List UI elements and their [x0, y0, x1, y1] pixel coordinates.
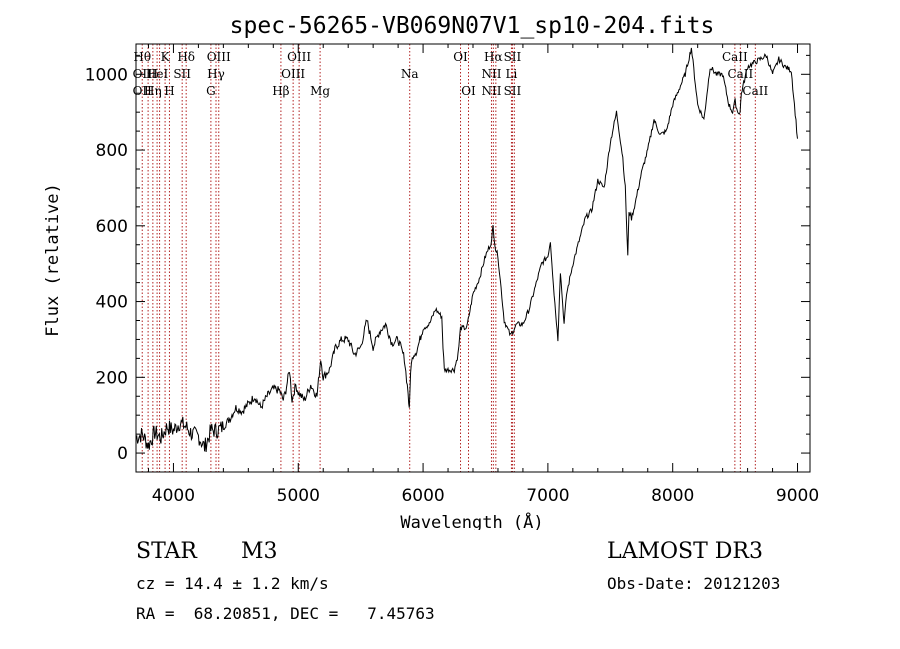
y-tick-label: 0	[117, 444, 128, 464]
x-tick-label: 5000	[277, 486, 320, 506]
redshift-cz: cz = 14.4 ± 1.2 km/s	[136, 574, 329, 593]
object-class: STAR	[136, 539, 197, 564]
emission-line-labels: HθOIIOIIHHηHeIKHSIIHδGHγOIIIHβOIIIOIIIMg…	[133, 50, 769, 98]
emission-line-label: NII	[481, 84, 501, 98]
x-tick-label: 6000	[401, 486, 444, 506]
emission-line-label: CaII	[727, 67, 753, 81]
emission-line-label: Hβ	[272, 84, 289, 98]
chart-title: spec-56265-VB069N07V1_sp10-204.fits	[230, 13, 715, 39]
x-tick-label: 8000	[651, 486, 694, 506]
emission-line-label: Hα	[484, 50, 503, 64]
emission-line-label: Hγ	[207, 67, 225, 81]
emission-line-label: Hδ	[177, 50, 195, 64]
emission-line-label: Na	[401, 67, 419, 81]
emission-line-label: OIII	[281, 67, 305, 81]
emission-line-label: OII	[133, 84, 153, 98]
emission-line-label: NII	[481, 67, 501, 81]
y-tick-label: 1000	[85, 65, 128, 85]
emission-line-label: HeI	[146, 67, 169, 81]
spectrum-chart: spec-56265-VB069N07V1_sp10-204.fits Hθ OI…	[43, 13, 819, 530]
emission-line-label: Mg	[310, 84, 330, 98]
emission-lines	[141, 44, 756, 472]
y-axis-ticks: 0 200 400 600 800 1000	[85, 54, 810, 464]
x-tick-label: 7000	[526, 486, 569, 506]
emission-line-label: SII	[173, 67, 191, 81]
emission-line-label: OI	[461, 84, 476, 98]
plot-frame	[135, 43, 811, 473]
emission-line-label: H	[148, 67, 158, 81]
emission-line-label: SII	[504, 84, 522, 98]
object-subclass: M3	[241, 539, 278, 564]
emission-line-label: SII	[504, 50, 522, 64]
emission-line-label: OIII	[207, 50, 231, 64]
emission-line-label: K	[161, 50, 171, 64]
survey-name: LAMOST DR3	[607, 539, 763, 564]
y-axis-label: Flux (relative)	[43, 183, 63, 337]
x-axis-ticks: 4000 5000 6000 7000 8000 9000	[147, 44, 819, 506]
emission-line-label: Hθ	[133, 50, 151, 64]
emission-line-label: Li	[506, 67, 518, 81]
obs-date: Obs-Date: 20121203	[607, 574, 781, 593]
ra-dec: RA = 68.20851, DEC = 7.45763	[136, 604, 435, 623]
y-tick-label: 200	[96, 368, 128, 388]
emission-line-label: CaII	[742, 84, 768, 98]
x-axis-label: Wavelength (Å)	[400, 511, 543, 530]
emission-line-label: OIII	[287, 50, 311, 64]
emission-line-label: Hη	[144, 84, 162, 98]
x-tick-label: 4000	[152, 486, 195, 506]
x-tick-label: 9000	[776, 486, 819, 506]
emission-line-label: CaII	[722, 50, 748, 64]
y-tick-label: 600	[96, 217, 128, 237]
emission-line-label: H	[164, 84, 174, 98]
y-tick-label: 400	[96, 293, 128, 313]
spectrum-line	[135, 47, 798, 453]
emission-line-label: OI	[453, 50, 468, 64]
emission-line-label: G	[206, 84, 216, 98]
y-tick-label: 800	[96, 141, 128, 161]
